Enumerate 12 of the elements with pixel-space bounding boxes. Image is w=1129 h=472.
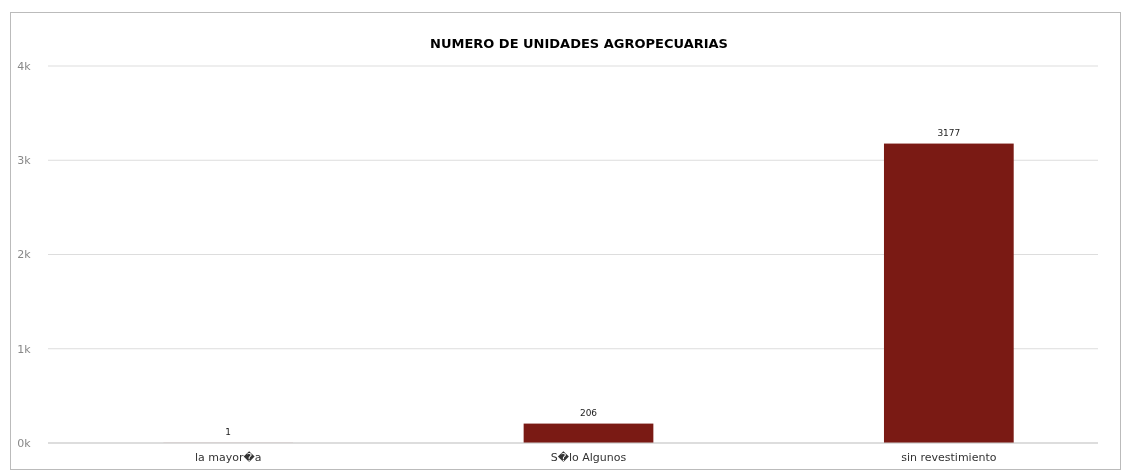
y-tick-label: 0k [17, 436, 32, 450]
y-tick-label: 1k [17, 342, 32, 356]
y-tick-label: 4k [17, 59, 32, 73]
x-tick-label: S�lo Algunos [550, 451, 627, 464]
y-tick-label: 3k [17, 154, 32, 168]
data-label: 3177 [937, 127, 961, 138]
y-tick-label: 2k [17, 248, 32, 262]
x-tick-label: sin revestimiento [901, 451, 997, 464]
data-label: 206 [579, 407, 598, 418]
x-tick-label: la mayor�a [194, 451, 262, 464]
chart-title: NUMERO DE UNIDADES AGROPECUARIAS [430, 36, 728, 51]
data-label: 1 [225, 426, 232, 437]
